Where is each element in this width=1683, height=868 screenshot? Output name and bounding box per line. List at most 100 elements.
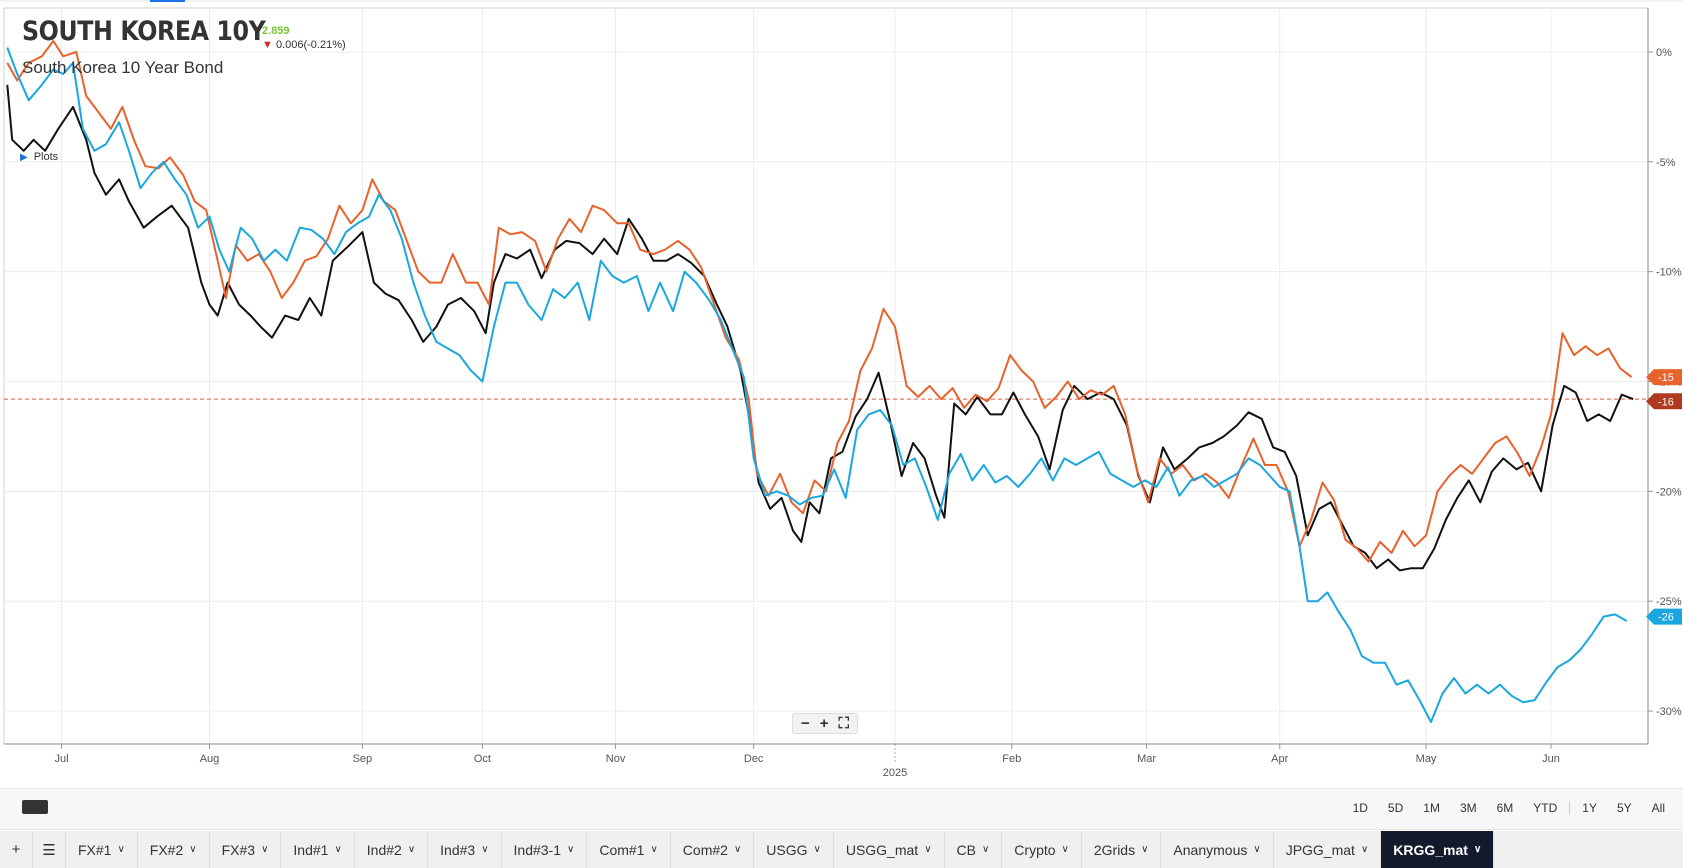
chart-area[interactable]: 0%-5%-10%-15%-20%-25%-30%JulAugSepOctNov… [0,0,1683,790]
end-value-label: -16 [1658,396,1674,408]
series-lines [6,40,1634,723]
range-button-5y[interactable]: 5Y [1616,801,1632,815]
chevron-down-icon: ∨ [334,844,342,855]
zoom-in-button[interactable]: + [819,715,829,732]
series-line-1 [6,40,1633,563]
axes: 0%-5%-10%-15%-20%-25%-30%JulAugSepOctNov… [4,8,1682,779]
chevron-down-icon: ∨ [733,844,742,855]
chevron-down-icon: ∨ [1473,844,1482,855]
tab-label: FX#3 [221,841,256,858]
tab-label: Ind#2 [366,841,402,858]
y-tick-label: -25% [1656,596,1682,608]
quote-box: 2.859 ▼ 0.006(-0.21%) [262,24,346,52]
year-label: 2025 [883,767,907,779]
price-change: 0.006(-0.21%) [275,39,346,51]
series-line-0 [6,84,1634,572]
tab-ind-3[interactable]: Ind#3 ∨ [428,831,502,868]
range-toolbar: 1D 5D 1M 3M 6M YTD 1Y 5Y All [0,788,1683,830]
range-button-6m[interactable]: 6M [1496,801,1514,815]
range-button-1y[interactable]: 1Y [1582,801,1597,815]
end-value-label: -26 [1658,612,1674,624]
keyboard-icon[interactable] [22,800,48,814]
chevron-down-icon: ∨ [261,844,269,855]
y-tick-label: -20% [1656,486,1682,498]
tab-krgg-mat[interactable]: KRGG_mat ∨ [1381,831,1495,868]
tab-ind-2[interactable]: Ind#2 ∨ [355,831,429,868]
tab-fx-2[interactable]: FX#2 ∨ [138,831,210,868]
chart-subtitle: South Korea 10 Year Bond [22,58,224,77]
tab-com-2[interactable]: Com#2 ∨ [671,831,755,868]
chevron-down-icon: ∨ [407,844,416,855]
end-value-label: -15 [1658,372,1674,384]
tab-label: Com#1 [599,841,645,858]
series-line-2 [6,47,1628,723]
tab-label: 2Grids [1093,841,1136,858]
range-button-1d[interactable]: 1D [1352,801,1368,815]
end-value-tag [1646,393,1682,410]
x-tick-label: Feb [1002,753,1021,765]
tab-label: FX#2 [149,841,184,858]
tab-ind-1[interactable]: Ind#1 ∨ [281,831,355,868]
plot-frame [3,7,1649,745]
down-arrow-icon: ▼ [262,39,273,51]
chevron-down-icon: ∨ [650,844,658,855]
chevron-down-icon: ∨ [981,844,990,855]
range-button-5d[interactable]: 5D [1387,801,1404,815]
tab-jpgg-mat[interactable]: JPGG_mat ∨ [1274,831,1382,868]
tab-label: USGG [766,841,808,858]
zoom-out-button[interactable]: − [801,715,810,732]
top-indicator [150,0,185,2]
tab-label: Ind#3-1 [513,841,561,858]
tab-crypto[interactable]: Crypto ∨ [1002,831,1082,868]
tab-label: KRGG_mat [1393,841,1468,858]
x-tick-label: Oct [474,753,491,765]
range-button-ytd[interactable]: YTD [1533,801,1558,815]
tab-label: Ind#3 [440,841,476,858]
chevron-down-icon: ∨ [1061,844,1069,855]
chevron-down-icon: ∨ [1360,844,1369,855]
fullscreen-button[interactable]: ⛶ [838,715,850,732]
x-tick-label: Mar [1137,753,1156,765]
tab-com-1[interactable]: Com#1 ∨ [587,831,671,868]
x-tick-label: Sep [353,753,373,765]
tab-fx-3[interactable]: FX#3 ∨ [210,831,282,868]
tab-fx-1[interactable]: FX#1 ∨ [66,831,138,868]
x-tick-label: May [1416,753,1437,765]
range-button-all[interactable]: All [1651,801,1665,815]
tab-cb[interactable]: CB ∨ [945,831,1003,868]
last-price: 2.859 [262,25,290,37]
x-tick-label: Dec [744,753,764,765]
tab-label: FX#1 [78,841,112,858]
plots-toggle[interactable]: ▶ Plots [20,151,58,163]
tab-list-icon[interactable]: ☰ [33,831,66,868]
x-tick-label: Jul [55,753,69,765]
x-tick-label: Nov [606,753,626,765]
y-tick-label: -5% [1656,157,1676,169]
range-buttons: 1D 5D 1M 3M 6M YTD 1Y 5Y All [1343,801,1675,815]
chevron-down-icon: ∨ [924,844,932,855]
x-tick-label: Aug [200,753,220,765]
grid [0,0,1683,745]
chevron-down-icon: ∨ [1253,844,1261,855]
x-tick-label: Jun [1542,753,1560,765]
tab-ananymous[interactable]: Ananymous ∨ [1161,831,1274,868]
chevron-down-icon: ∨ [481,844,489,855]
tab-usgg-mat[interactable]: USGG_mat ∨ [834,831,945,868]
play-triangle-icon: ▶ [20,152,28,163]
tab-label: Ind#1 [293,841,329,858]
tab-label: Crypto [1014,841,1056,858]
tab-label: USGG_mat [845,841,919,858]
y-tick-label: -30% [1656,706,1682,718]
tab-label: CB [956,841,976,858]
chevron-down-icon: ∨ [117,844,125,855]
plots-label: Plots [33,151,59,163]
end-value-tag [1646,608,1682,625]
add-tab-button[interactable]: + [0,831,33,868]
chevron-down-icon: ∨ [567,844,575,855]
tab-ind-3-1[interactable]: Ind#3-1 ∨ [502,831,588,868]
tab-bar: + ☰ FX#1 ∨ FX#2 ∨ FX#3 ∨ Ind#1 ∨ Ind#2 ∨ Ind#3 ∨ Ind… [0,831,1683,868]
range-button-1m[interactable]: 1M [1423,801,1440,815]
tab-2grids[interactable]: 2Grids ∨ [1082,831,1162,868]
tab-usgg[interactable]: USGG ∨ [754,831,834,868]
range-button-3m[interactable]: 3M [1459,801,1477,815]
